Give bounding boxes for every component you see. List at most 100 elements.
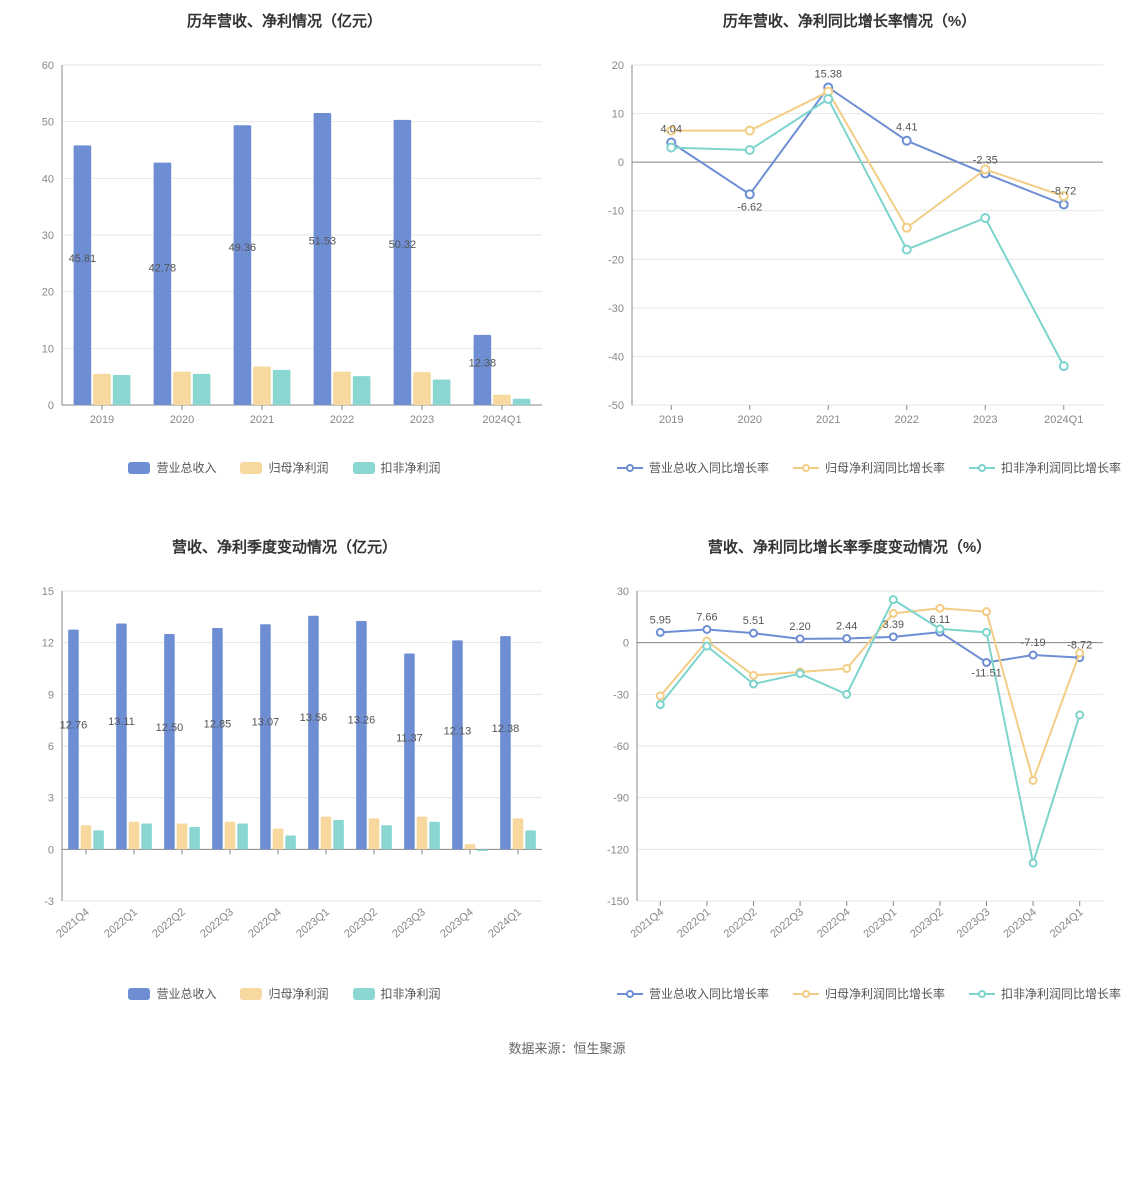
svg-text:0: 0 — [618, 157, 624, 169]
svg-text:51.53: 51.53 — [309, 235, 337, 247]
svg-text:-40: -40 — [608, 351, 624, 363]
svg-text:13.26: 13.26 — [348, 715, 376, 727]
svg-text:2020: 2020 — [738, 414, 762, 426]
legend-swatch — [240, 462, 262, 474]
svg-text:0: 0 — [48, 400, 54, 412]
legend-item: 营业总收入 — [128, 459, 216, 476]
svg-text:2023: 2023 — [973, 414, 997, 426]
svg-text:-120: -120 — [607, 844, 629, 856]
legend-label: 营业总收入同比增长率 — [649, 985, 769, 1002]
svg-text:45.81: 45.81 — [69, 253, 97, 265]
svg-text:2019: 2019 — [659, 414, 683, 426]
svg-text:2022Q4: 2022Q4 — [815, 906, 853, 940]
legend-item: 归母净利润 — [240, 985, 328, 1002]
quarterly-bar-title: 营收、净利季度变动情况（亿元） — [12, 536, 557, 557]
legend-swatch — [353, 462, 375, 474]
svg-text:2023Q2: 2023Q2 — [342, 906, 380, 940]
legend-swatch — [128, 988, 150, 1000]
legend-label: 营业总收入 — [156, 459, 216, 476]
legend-label: 归母净利润同比增长率 — [825, 459, 945, 476]
svg-text:12: 12 — [42, 638, 54, 650]
legend-label: 营业总收入同比增长率 — [649, 459, 769, 476]
svg-text:2022: 2022 — [330, 414, 354, 426]
svg-text:5.95: 5.95 — [650, 614, 671, 626]
svg-text:13.11: 13.11 — [108, 716, 135, 728]
svg-text:-3: -3 — [44, 896, 54, 908]
annual-bar-legend: 营业总收入 归母净利润 扣非净利润 — [12, 459, 557, 476]
svg-text:-50: -50 — [608, 400, 624, 412]
svg-text:12.50: 12.50 — [156, 722, 184, 734]
svg-text:2024Q1: 2024Q1 — [486, 906, 524, 940]
svg-text:0: 0 — [623, 638, 629, 650]
svg-text:2020: 2020 — [170, 414, 194, 426]
svg-text:2021Q4: 2021Q4 — [54, 906, 92, 940]
svg-text:11.37: 11.37 — [396, 733, 423, 745]
svg-text:2022: 2022 — [895, 414, 919, 426]
svg-text:2023: 2023 — [410, 414, 434, 426]
svg-text:-2.35: -2.35 — [973, 155, 998, 167]
svg-text:-30: -30 — [613, 689, 629, 701]
svg-text:50: 50 — [42, 117, 54, 129]
svg-text:2024Q1: 2024Q1 — [482, 414, 521, 426]
svg-text:20: 20 — [612, 60, 624, 72]
svg-text:2022Q2: 2022Q2 — [722, 906, 760, 940]
legend-label: 扣非净利润同比增长率 — [1001, 459, 1121, 476]
svg-text:2023Q1: 2023Q1 — [294, 906, 332, 940]
svg-text:-7.19: -7.19 — [1021, 637, 1046, 649]
svg-text:12.13: 12.13 — [444, 725, 472, 737]
legend-swatch — [617, 462, 643, 474]
legend-label: 扣非净利润 — [381, 459, 441, 476]
quarterly-bar-chart: -30369121512.7613.1112.5012.8513.0713.56… — [12, 571, 557, 971]
svg-text:5.51: 5.51 — [743, 615, 764, 627]
svg-text:12.38: 12.38 — [469, 357, 497, 369]
annual-growth-legend: 营业总收入同比增长率 归母净利润同比增长率 扣非净利润同比增长率 — [577, 459, 1122, 476]
annual-bar-chart: 010203040506045.8142.7849.3651.5350.3212… — [12, 45, 557, 445]
svg-text:2023Q2: 2023Q2 — [908, 906, 946, 940]
svg-text:3.39: 3.39 — [883, 619, 904, 631]
svg-text:49.36: 49.36 — [229, 242, 257, 254]
svg-text:4.41: 4.41 — [896, 122, 917, 134]
legend-swatch — [793, 988, 819, 1000]
svg-text:-11.51: -11.51 — [971, 667, 1001, 679]
svg-text:4.04: 4.04 — [661, 124, 682, 136]
svg-text:12.85: 12.85 — [204, 719, 232, 731]
legend-item: 归母净利润同比增长率 — [793, 459, 945, 476]
svg-text:13.56: 13.56 — [300, 712, 328, 724]
annual-growth-panel: 历年营收、净利同比增长率情况（%） -50-40-30-20-10010204.… — [577, 10, 1122, 476]
svg-text:2023Q4: 2023Q4 — [438, 906, 476, 940]
legend-swatch — [617, 988, 643, 1000]
legend-swatch — [793, 462, 819, 474]
svg-text:40: 40 — [42, 173, 54, 185]
svg-text:2022Q1: 2022Q1 — [102, 906, 140, 940]
svg-text:6: 6 — [48, 741, 54, 753]
svg-text:10: 10 — [42, 343, 54, 355]
svg-text:30: 30 — [42, 230, 54, 242]
chart-grid: 历年营收、净利情况（亿元） 010203040506045.8142.7849.… — [0, 0, 1134, 1012]
svg-text:7.66: 7.66 — [696, 611, 717, 623]
svg-text:2023Q3: 2023Q3 — [955, 906, 993, 940]
legend-item: 营业总收入 — [128, 985, 216, 1002]
legend-item: 扣非净利润同比增长率 — [969, 459, 1121, 476]
svg-text:2021Q4: 2021Q4 — [629, 906, 667, 940]
svg-text:-6.62: -6.62 — [737, 201, 762, 213]
legend-swatch — [128, 462, 150, 474]
svg-text:-20: -20 — [608, 254, 624, 266]
legend-swatch — [969, 462, 995, 474]
svg-text:6.11: 6.11 — [930, 614, 951, 626]
legend-label: 营业总收入 — [156, 985, 216, 1002]
annual-bar-title: 历年营收、净利情况（亿元） — [12, 10, 557, 31]
svg-text:20: 20 — [42, 287, 54, 299]
annual-growth-chart: -50-40-30-20-10010204.04-6.6215.384.41-2… — [577, 45, 1122, 445]
legend-label: 归母净利润 — [268, 459, 328, 476]
svg-text:12.76: 12.76 — [60, 719, 88, 731]
svg-text:2023Q3: 2023Q3 — [390, 906, 428, 940]
svg-text:15.38: 15.38 — [814, 68, 842, 80]
svg-text:2022Q3: 2022Q3 — [768, 906, 806, 940]
svg-text:12.38: 12.38 — [492, 723, 520, 735]
svg-text:2023Q4: 2023Q4 — [1001, 906, 1039, 940]
svg-text:2021: 2021 — [816, 414, 840, 426]
svg-text:3: 3 — [48, 793, 54, 805]
quarterly-bar-legend: 营业总收入归母净利润扣非净利润 — [12, 985, 557, 1002]
legend-label: 归母净利润同比增长率 — [825, 985, 945, 1002]
data-source-label: 数据来源：恒生聚源 — [0, 1038, 1134, 1057]
